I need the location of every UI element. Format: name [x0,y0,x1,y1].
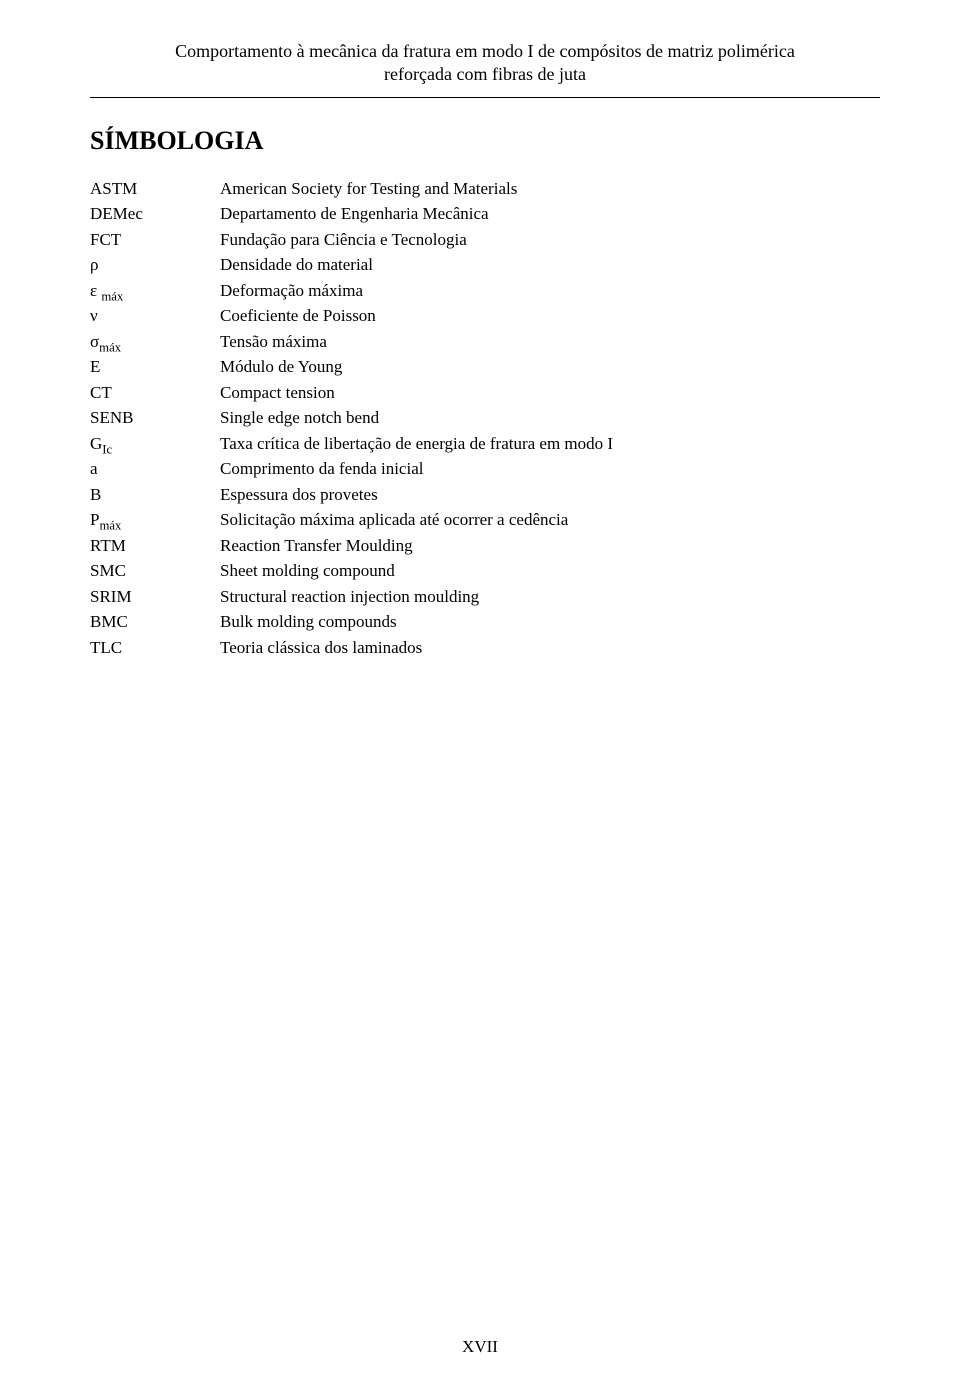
definition-symbol: B [90,482,220,508]
definition-row: ρDensidade do material [90,252,613,278]
definition-symbol: RTM [90,533,220,559]
page-number: XVII [0,1337,960,1357]
definition-symbol: E [90,354,220,380]
definition-symbol: a [90,456,220,482]
definition-description: Fundação para Ciência e Tecnologia [220,227,613,253]
definition-symbol: BMC [90,609,220,635]
definition-row: DEMecDepartamento de Engenharia Mecânica [90,201,613,227]
definition-row: TLCTeoria clássica dos laminados [90,635,613,661]
definition-symbol: ν [90,303,220,329]
definition-description: Tensão máxima [220,329,613,355]
definition-row: ε máxDeformação máxima [90,278,613,304]
header-line-1: Comportamento à mecânica da fratura em m… [90,40,880,63]
definition-description: Coeficiente de Poisson [220,303,613,329]
header-line-2: reforçada com fibras de juta [90,63,880,86]
definition-description: Taxa crítica de libertação de energia de… [220,431,613,457]
definitions-list: ASTMAmerican Society for Testing and Mat… [90,176,613,661]
definition-row: aComprimento da fenda inicial [90,456,613,482]
definition-row: SRIMStructural reaction injection mouldi… [90,584,613,610]
definition-symbol: TLC [90,635,220,661]
definition-description: Densidade do material [220,252,613,278]
definition-symbol: ρ [90,252,220,278]
definition-symbol: ε máx [90,278,220,304]
definition-description: Deformação máxima [220,278,613,304]
definition-row: σmáxTensão máxima [90,329,613,355]
definition-symbol-subscript: máx [99,340,121,354]
definition-description: Structural reaction injection moulding [220,584,613,610]
definition-description: Sheet molding compound [220,558,613,584]
definition-row: PmáxSolicitação máxima aplicada até ocor… [90,507,613,533]
definition-symbol: Pmáx [90,507,220,533]
definition-row: BEspessura dos provetes [90,482,613,508]
definition-description: Single edge notch bend [220,405,613,431]
definition-symbol-subscript: máx [99,519,121,533]
definition-row: CTCompact tension [90,380,613,406]
definition-symbol: GIc [90,431,220,457]
definition-description: Módulo de Young [220,354,613,380]
definition-symbol: FCT [90,227,220,253]
definition-symbol-subscript: Ic [102,442,112,456]
definition-symbol: σmáx [90,329,220,355]
definition-description: Comprimento da fenda inicial [220,456,613,482]
definition-description: Compact tension [220,380,613,406]
definition-description: Departamento de Engenharia Mecânica [220,201,613,227]
definition-symbol: ASTM [90,176,220,202]
definition-symbol: CT [90,380,220,406]
definition-row: SMCSheet molding compound [90,558,613,584]
definition-description: Reaction Transfer Moulding [220,533,613,559]
definition-row: GIcTaxa crítica de libertação de energia… [90,431,613,457]
definition-symbol: SMC [90,558,220,584]
definition-symbol-subscript: máx [101,289,123,303]
definition-row: SENBSingle edge notch bend [90,405,613,431]
definition-symbol: SENB [90,405,220,431]
definition-row: FCTFundação para Ciência e Tecnologia [90,227,613,253]
definition-description: Teoria clássica dos laminados [220,635,613,661]
definition-row: BMCBulk molding compounds [90,609,613,635]
definition-row: RTMReaction Transfer Moulding [90,533,613,559]
definition-description: Bulk molding compounds [220,609,613,635]
definition-row: νCoeficiente de Poisson [90,303,613,329]
definition-description: American Society for Testing and Materia… [220,176,613,202]
definition-row: ASTMAmerican Society for Testing and Mat… [90,176,613,202]
definition-description: Solicitação máxima aplicada até ocorrer … [220,507,613,533]
definition-description: Espessura dos provetes [220,482,613,508]
section-heading: SÍMBOLOGIA [90,126,880,156]
definition-symbol: SRIM [90,584,220,610]
definition-symbol: DEMec [90,201,220,227]
running-header: Comportamento à mecânica da fratura em m… [90,40,880,98]
definition-row: EMódulo de Young [90,354,613,380]
